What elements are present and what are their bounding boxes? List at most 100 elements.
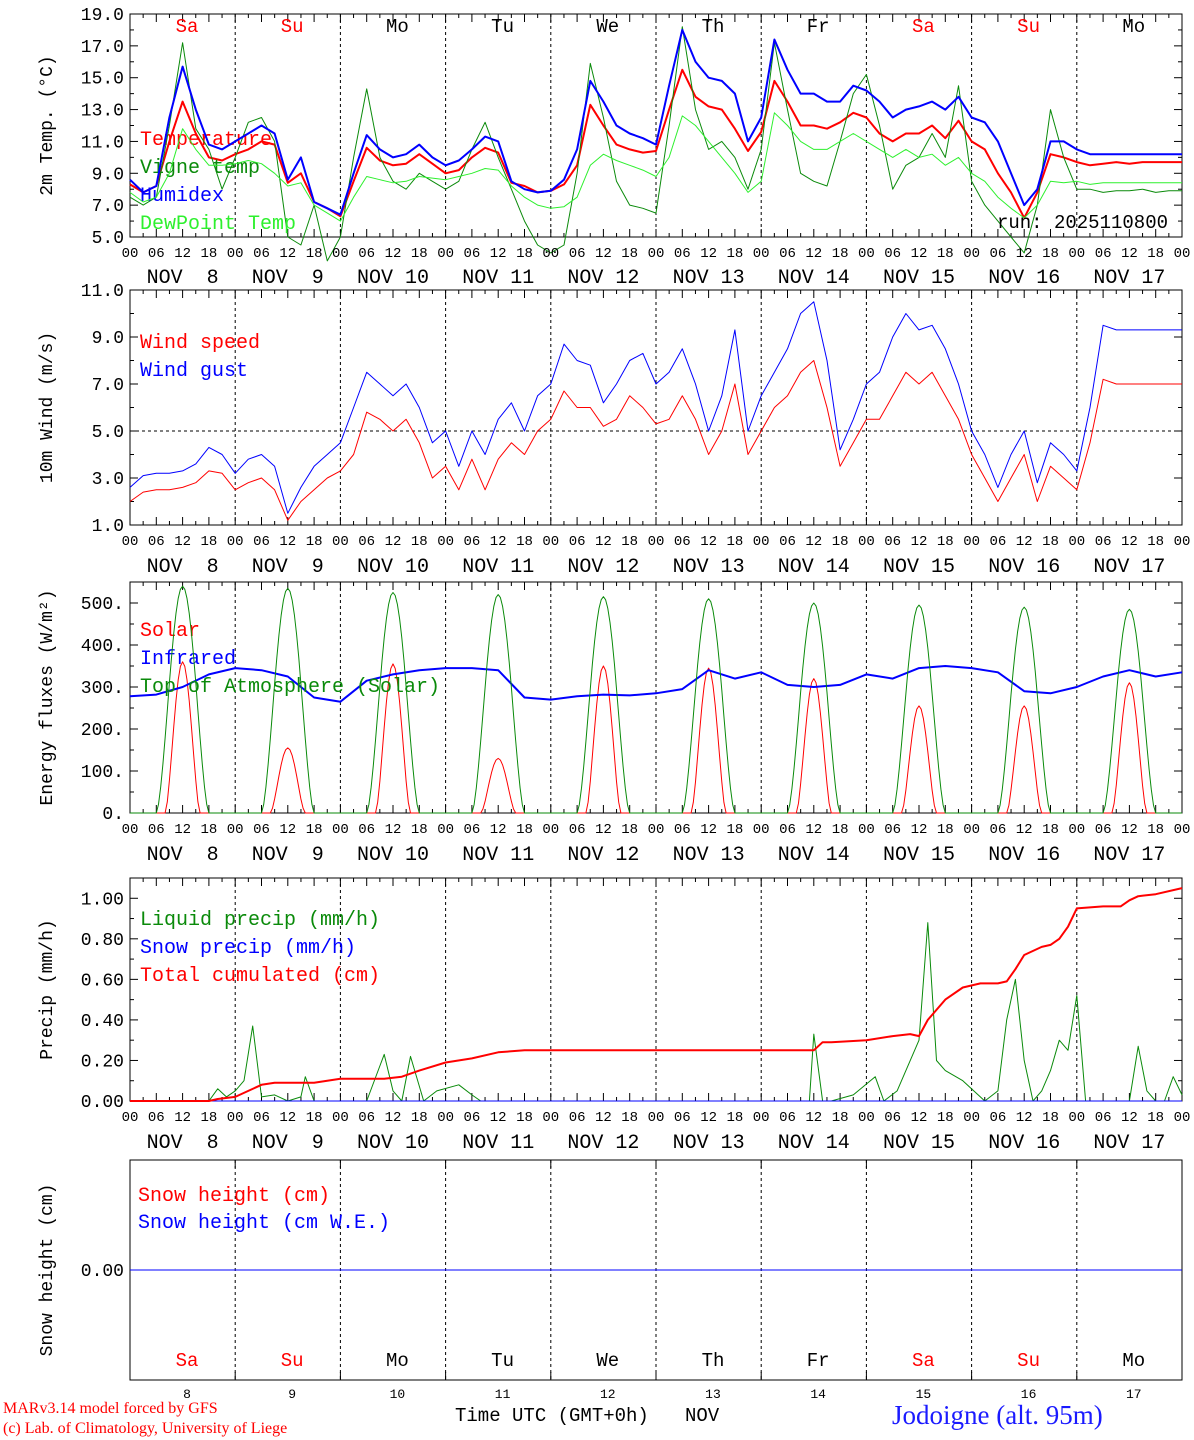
precip-date-label: NOV 12 — [567, 1132, 639, 1155]
flux-date-label: NOV 14 — [778, 844, 850, 867]
snow-y-axis-label: Snow height (cm) — [38, 1184, 58, 1357]
temp-hour-label: 18 — [306, 246, 323, 262]
flux-date-label: NOV 11 — [462, 844, 534, 867]
precip-hour-label: 18 — [516, 1110, 533, 1126]
temp-hour-label: 06 — [1095, 246, 1112, 262]
precip-hour-label: 06 — [884, 1110, 901, 1126]
temp-hour-label: 00 — [227, 246, 244, 262]
precip-y-tick-label: 0.00 — [81, 1093, 124, 1113]
flux-hour-label: 00 — [963, 822, 980, 838]
temp-date-label: NOV 17 — [1093, 267, 1165, 290]
wind-hour-label: 00 — [1174, 534, 1191, 550]
flux-hour-label: 06 — [358, 822, 375, 838]
wind-hour-label: 06 — [1095, 534, 1112, 550]
wind-y-tick-label: 1.0 — [92, 517, 124, 537]
flux-hour-label: 12 — [700, 822, 717, 838]
temp-date-label: NOV 10 — [357, 267, 429, 290]
temp-y-tick-label: 7.0 — [92, 197, 124, 217]
flux-hour-label: 00 — [542, 822, 559, 838]
temp-hour-label: 12 — [700, 246, 717, 262]
temp-hour-label: 06 — [884, 246, 901, 262]
snow-day-number: 17 — [1126, 1387, 1142, 1402]
temp-hour-label: 12 — [490, 246, 507, 262]
wind-hour-label: 06 — [569, 534, 586, 550]
precip-hour-label: 18 — [1147, 1110, 1164, 1126]
snow-day-number: 10 — [390, 1387, 406, 1402]
wind-y-tick-label: 3.0 — [92, 470, 124, 490]
temp-day-letter: Fr — [807, 16, 830, 38]
flux-y-tick-label: 100. — [81, 763, 124, 783]
precip-hour-label: 00 — [963, 1110, 980, 1126]
temp-hour-label: 06 — [674, 246, 691, 262]
snow-day-number: 16 — [1021, 1387, 1037, 1402]
wind-hour-label: 00 — [648, 534, 665, 550]
temp-date-label: NOV 16 — [988, 267, 1060, 290]
snow-day-letter: Tu — [491, 1350, 514, 1372]
snow-day-letter: Th — [702, 1350, 725, 1372]
flux-y-axis-label: Energy fluxes (W/m²) — [38, 589, 58, 805]
flux-series-line — [129, 665, 1183, 703]
precip-date-label: NOV 15 — [883, 1132, 955, 1155]
precip-hour-label: 00 — [1068, 1110, 1085, 1126]
flux-hour-label: 12 — [805, 822, 822, 838]
temp-y-tick-label: 13.0 — [81, 102, 124, 122]
precip-date-label: NOV 10 — [357, 1132, 429, 1155]
precip-hour-label: 00 — [437, 1110, 454, 1126]
snow-y-tick-label: 0.00 — [81, 1262, 124, 1282]
flux-hour-label: 00 — [122, 822, 139, 838]
temp-y-tick-label: 5.0 — [92, 229, 124, 249]
flux-y-tick-label: 300. — [81, 679, 124, 699]
wind-hour-label: 18 — [200, 534, 217, 550]
precip-y-axis-label: Precip (mm/h) — [38, 919, 58, 1059]
precip-hour-label: 18 — [411, 1110, 428, 1126]
precip-y-tick-label: 0.20 — [81, 1052, 124, 1072]
temp-run-annotation: run: 2025110800 — [997, 212, 1168, 234]
precip-hour-label: 06 — [463, 1110, 480, 1126]
precip-hour-label: 12 — [1016, 1110, 1033, 1126]
wind-hour-label: 18 — [726, 534, 743, 550]
precip-hour-label: 00 — [1174, 1110, 1191, 1126]
flux-y-tick-label: 200. — [81, 721, 124, 741]
flux-y-tick-label: 500. — [81, 595, 124, 615]
flux-hour-label: 06 — [989, 822, 1006, 838]
flux-hour-label: 00 — [437, 822, 454, 838]
snow-day-number: 12 — [600, 1387, 616, 1402]
wind-hour-label: 12 — [385, 534, 402, 550]
snow-day-number: 13 — [705, 1387, 721, 1402]
flux-hour-label: 18 — [937, 822, 954, 838]
flux-hour-label: 06 — [569, 822, 586, 838]
wind-hour-label: 18 — [621, 534, 638, 550]
precip-hour-label: 12 — [911, 1110, 928, 1126]
temp-hour-label: 06 — [779, 246, 796, 262]
flux-date-label: NOV 12 — [567, 844, 639, 867]
temp-hour-label: 18 — [726, 246, 743, 262]
snow-day-number: 14 — [810, 1387, 826, 1402]
wind-date-label: NOV 13 — [673, 556, 745, 579]
flux-hour-label: 06 — [463, 822, 480, 838]
flux-date-label: NOV 15 — [883, 844, 955, 867]
temp-hour-label: 06 — [148, 246, 165, 262]
temp-day-letter: Tu — [491, 16, 514, 38]
precip-hour-label: 12 — [385, 1110, 402, 1126]
wind-y-tick-label: 7.0 — [92, 376, 124, 396]
temp-date-label: NOV 11 — [462, 267, 534, 290]
precip-hour-label: 00 — [542, 1110, 559, 1126]
precip-hour-label: 06 — [674, 1110, 691, 1126]
wind-y-tick-label: 9.0 — [92, 329, 124, 349]
precip-hour-label: 00 — [648, 1110, 665, 1126]
temp-hour-label: 06 — [569, 246, 586, 262]
temp-legend-item: Vigne temp — [140, 157, 260, 180]
temp-legend-item: DewPoint Temp — [140, 213, 296, 236]
temp-hour-label: 00 — [542, 246, 559, 262]
wind-date-label: NOV 11 — [462, 556, 534, 579]
flux-y-tick-label: 400. — [81, 637, 124, 657]
temp-series-line — [129, 26, 1182, 262]
flux-hour-label: 12 — [490, 822, 507, 838]
snow-day-number: 15 — [916, 1387, 932, 1402]
precip-hour-label: 12 — [490, 1110, 507, 1126]
wind-hour-label: 00 — [332, 534, 349, 550]
wind-hour-label: 00 — [122, 534, 139, 550]
flux-hour-label: 06 — [884, 822, 901, 838]
wind-hour-label: 00 — [1068, 534, 1085, 550]
temp-hour-label: 12 — [1016, 246, 1033, 262]
